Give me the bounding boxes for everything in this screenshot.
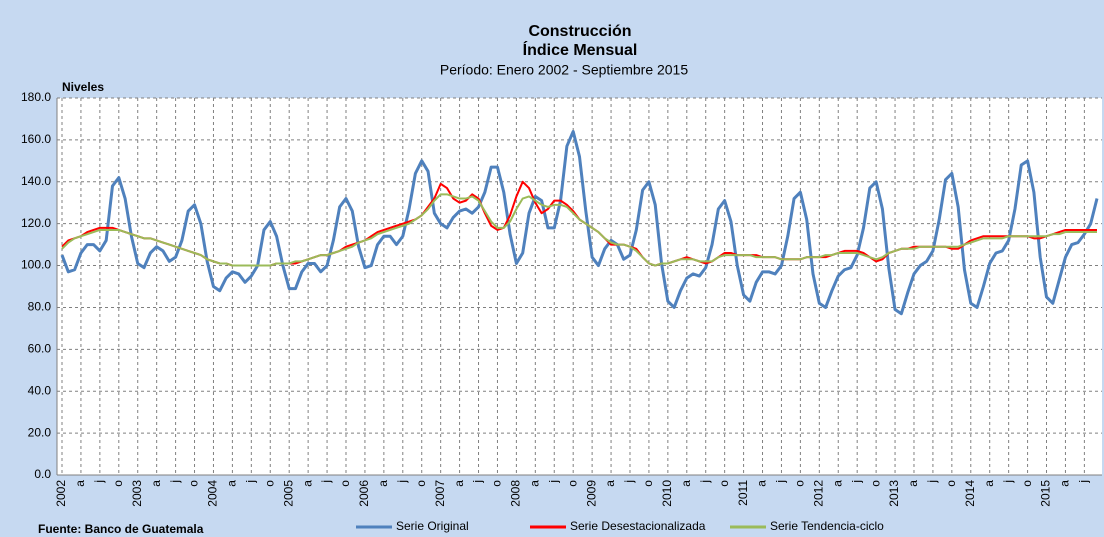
x-tick-label: 2007 (433, 480, 447, 507)
chart-subtitle: Índice Mensual (523, 40, 638, 59)
x-tick-label: o (187, 480, 201, 487)
x-tick-label: 2011 (736, 480, 750, 506)
x-tick-label: o (717, 480, 731, 487)
x-tick-label: 2004 (206, 480, 220, 507)
x-tick-label: a (906, 480, 920, 487)
chart-title: Construcción (528, 23, 631, 40)
x-tick-label: 2003 (130, 480, 144, 507)
x-tick-label: 2009 (584, 480, 598, 507)
x-tick-label: j (849, 480, 863, 484)
x-tick-label: a (225, 480, 239, 487)
x-tick-label: j (546, 480, 560, 484)
y-tick-label: 100.0 (21, 258, 51, 272)
series-line (61, 193, 1097, 267)
x-tick-label: 2008 (509, 480, 523, 507)
y-tick-label: 80.0 (28, 300, 52, 314)
x-tick-label: j (168, 480, 182, 484)
x-tick-label: a (1058, 480, 1072, 487)
x-tick-label: a (603, 480, 617, 487)
x-tick-label: j (774, 480, 788, 484)
series-line (60, 130, 1099, 316)
x-tick-label: o (641, 480, 655, 487)
x-tick-label: a (527, 480, 541, 487)
y-tick-label: 40.0 (28, 383, 52, 397)
x-tick-label: o (793, 480, 807, 487)
x-tick-label: a (830, 480, 844, 487)
x-tick-label: 2014 (963, 480, 977, 507)
x-tick-label: o (490, 480, 504, 487)
x-tick-label: a (755, 480, 769, 487)
x-tick-label: j (1077, 480, 1091, 484)
x-tick-label: j (1001, 480, 1015, 484)
y-tick-label: 120.0 (21, 216, 51, 230)
y-axis-label: Niveles (62, 80, 104, 94)
x-tick-label: a (300, 480, 314, 487)
x-tick-label: j (698, 480, 712, 484)
x-tick-label: 2005 (281, 480, 295, 507)
x-tick-label: j (622, 480, 636, 484)
period-label: Período: Enero 2002 - Septiembre 2015 (440, 62, 688, 78)
x-tick-label: a (73, 480, 87, 487)
x-tick-label: a (452, 480, 466, 487)
x-tick-label: a (982, 480, 996, 487)
y-tick-label: 180.0 (21, 90, 51, 104)
x-tick-label: j (471, 480, 485, 484)
x-tick-label: a (376, 480, 390, 487)
x-tick-label: o (565, 480, 579, 487)
x-tick-label: 2010 (660, 480, 674, 507)
x-tick-label: 2012 (811, 480, 825, 507)
legend-label: Serie Original (396, 519, 469, 533)
legend-label: Serie Desestacionalizada (570, 519, 706, 533)
x-tick-label: o (262, 480, 276, 487)
x-tick-label: j (395, 480, 409, 484)
x-tick-label: o (944, 480, 958, 487)
x-tick-label: a (679, 480, 693, 487)
x-tick-label: o (414, 480, 428, 487)
y-tick-label: 160.0 (21, 132, 51, 146)
x-tick-label: j (92, 480, 106, 484)
x-tick-label: a (149, 480, 163, 487)
x-tick-label: 2002 (54, 480, 68, 507)
source-note: Fuente: Banco de Guatemala (38, 522, 204, 536)
x-tick-label: j (925, 480, 939, 484)
x-tick-label: o (111, 480, 125, 487)
y-tick-label: 20.0 (28, 425, 52, 439)
x-tick-label: 2006 (357, 480, 371, 507)
legend-label: Serie Tendencia-ciclo (770, 519, 884, 533)
y-tick-label: 0.0 (34, 467, 51, 481)
x-tick-label: o (338, 480, 352, 487)
x-tick-label: o (868, 480, 882, 487)
y-tick-label: 60.0 (28, 342, 52, 356)
y-tick-label: 140.0 (21, 174, 51, 188)
x-tick-label: j (244, 480, 258, 484)
x-tick-label: 2015 (1039, 480, 1053, 507)
x-tick-label: 2013 (887, 480, 901, 507)
x-tick-label: j (319, 480, 333, 484)
x-tick-label: o (1020, 480, 1034, 487)
